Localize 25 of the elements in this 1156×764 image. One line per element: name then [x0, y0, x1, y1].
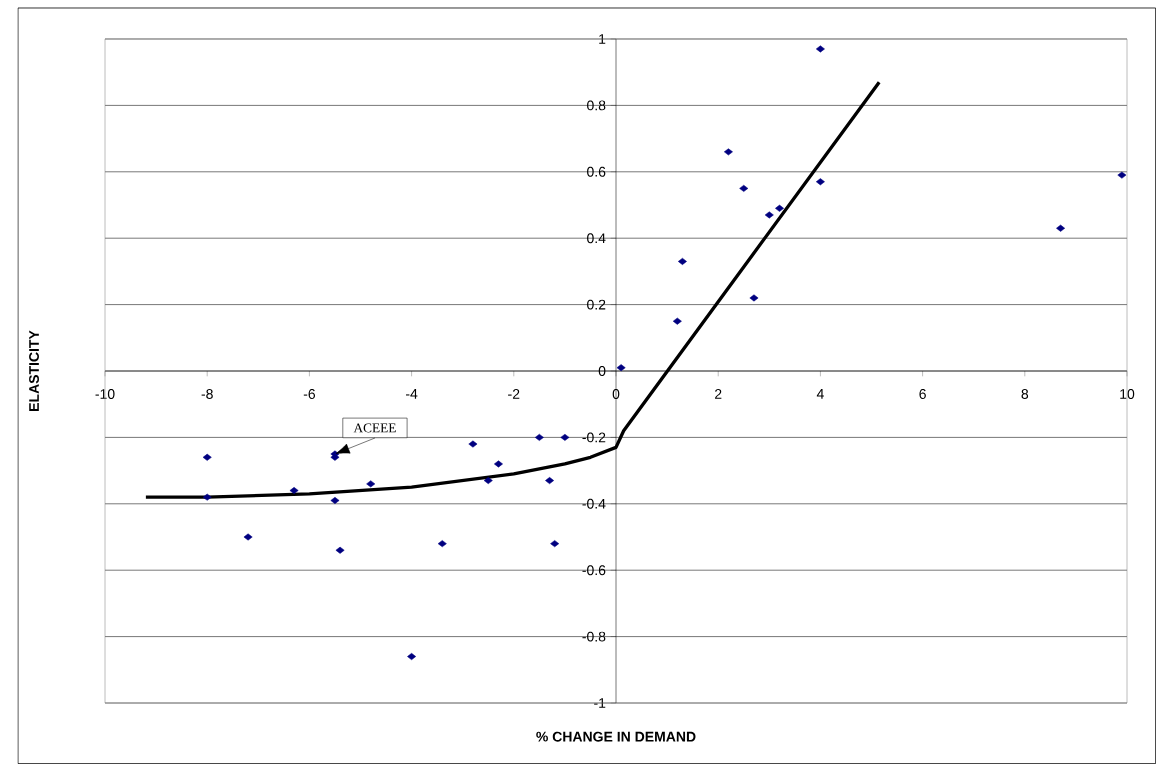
x-tick-label: -4	[406, 389, 418, 399]
x-tick-label: -6	[303, 389, 316, 399]
y-tick-label: 1	[599, 34, 606, 44]
annotation: ACEEE	[353, 423, 396, 433]
x-tick-label: 10	[1120, 389, 1135, 399]
y-tick-label: 0.8	[587, 100, 606, 111]
y-tick-label: -0.6	[582, 565, 606, 576]
x-tick-label: -8	[201, 389, 213, 399]
x-tick-label: 0	[612, 389, 620, 399]
x-tick-label: 4	[816, 389, 824, 399]
x-tick-label: 2	[715, 389, 722, 399]
x-tick-label: -2	[508, 389, 520, 399]
y-tick-label: -0.2	[582, 432, 606, 443]
x-axis-title: % CHANGE IN DEMAND	[536, 731, 696, 742]
y-tick-label: -0.8	[582, 631, 606, 642]
y-tick-label: 0.6	[587, 166, 606, 177]
x-tick-label: 8	[1021, 389, 1029, 399]
y-tick-label: 0.4	[587, 233, 606, 244]
y-tick-label: 0.2	[587, 299, 606, 310]
y-axis-title: ELASTICITY	[29, 330, 39, 411]
x-tick-label: -10	[95, 389, 115, 399]
y-tick-label: -0.4	[582, 498, 606, 509]
y-tick-label: 0	[598, 366, 606, 376]
y-tick-label: -1	[594, 698, 606, 708]
x-tick-label: 6	[919, 389, 926, 399]
